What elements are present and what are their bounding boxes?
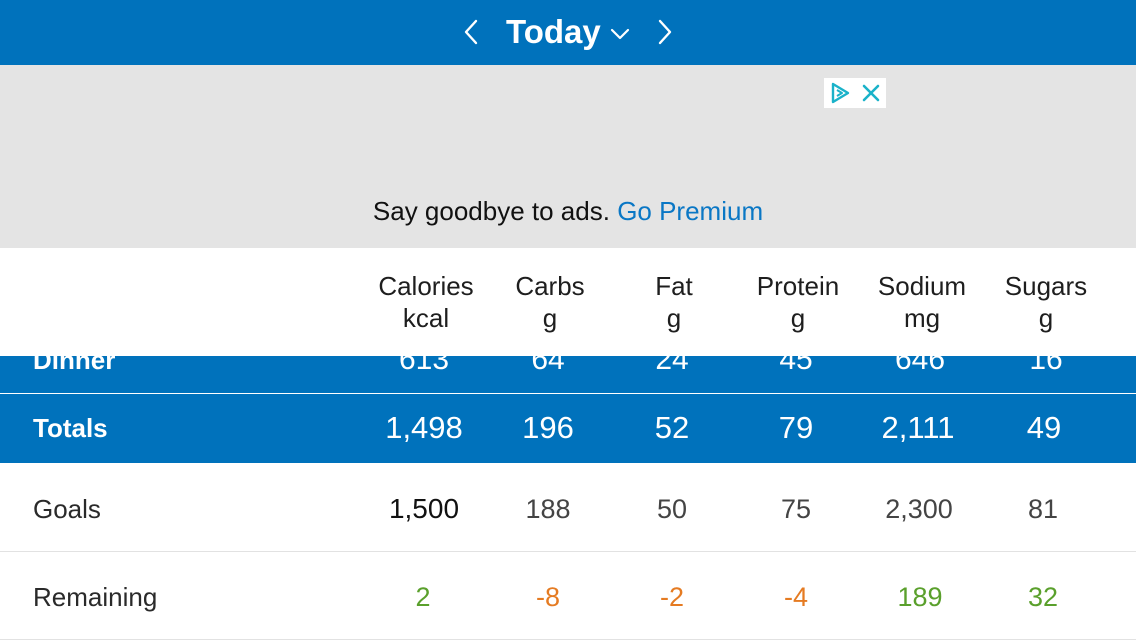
column-header-calories: Calories kcal (378, 271, 474, 333)
remaining-sodium: 189 (897, 582, 943, 612)
ad-message: Say goodbye to ads. Go Premium (0, 193, 1136, 229)
adchoices-button[interactable] (824, 78, 855, 108)
row-label: Totals (33, 413, 108, 443)
remaining-fat: -2 (659, 582, 684, 612)
totals-sugars: 49 (1026, 410, 1062, 445)
column-header-sodium: Sodium mg (877, 271, 967, 333)
go-premium-link[interactable]: Go Premium (617, 196, 764, 226)
date-title: Today (506, 13, 601, 50)
totals-protein: 79 (778, 410, 814, 445)
close-icon (862, 84, 879, 102)
adchoices-badge (824, 78, 886, 108)
chevron-right-icon (658, 19, 672, 45)
column-header-carbs: Carbs g (515, 271, 585, 333)
adchoices-icon (831, 82, 849, 104)
goals-carbs: 188 (525, 494, 571, 524)
goals-sodium: 2,300 (885, 494, 953, 524)
remaining-row: Remaining 2 -8 -2 -4 189 32 (0, 552, 1136, 640)
goals-calories: 1,500 (388, 493, 460, 524)
goals-sugars: 81 (1027, 494, 1059, 524)
remaining-carbs: -8 (535, 582, 560, 612)
nutrient-column-headers: Calories kcal Carbs g Fat g Protein g So… (0, 248, 1136, 356)
column-header-sugars: Sugars g (1004, 271, 1088, 333)
column-header-fat: Fat g (655, 271, 693, 333)
chevron-down-icon (610, 28, 629, 40)
row-label: Goals (33, 494, 101, 524)
totals-sodium: 2,111 (881, 410, 955, 445)
remaining-sugars: 32 (1027, 582, 1059, 612)
remaining-calories: 2 (415, 582, 431, 612)
date-navigation-bar: Today (0, 0, 1136, 65)
totals-row: Totals 1,498 196 52 79 2,111 49 (0, 394, 1136, 463)
previous-day-button[interactable] (460, 18, 482, 46)
close-ad-button[interactable] (855, 78, 886, 108)
totals-calories: 1,498 (385, 410, 463, 445)
totals-carbs: 196 (522, 410, 574, 445)
totals-fat: 52 (654, 410, 690, 445)
date-selector[interactable]: Today (506, 12, 631, 52)
chevron-left-icon (464, 19, 478, 45)
goals-fat: 50 (656, 494, 688, 524)
row-label: Remaining (33, 582, 158, 612)
remaining-protein: -4 (783, 582, 808, 612)
ad-banner: Say goodbye to ads. Go Premium (0, 65, 1136, 248)
next-day-button[interactable] (654, 18, 676, 46)
goals-protein: 75 (780, 494, 812, 524)
goals-row: Goals 1,500 188 50 75 2,300 81 (0, 463, 1136, 552)
column-header-protein: Protein g (756, 271, 840, 333)
ad-message-text: Say goodbye to ads. (372, 196, 610, 226)
